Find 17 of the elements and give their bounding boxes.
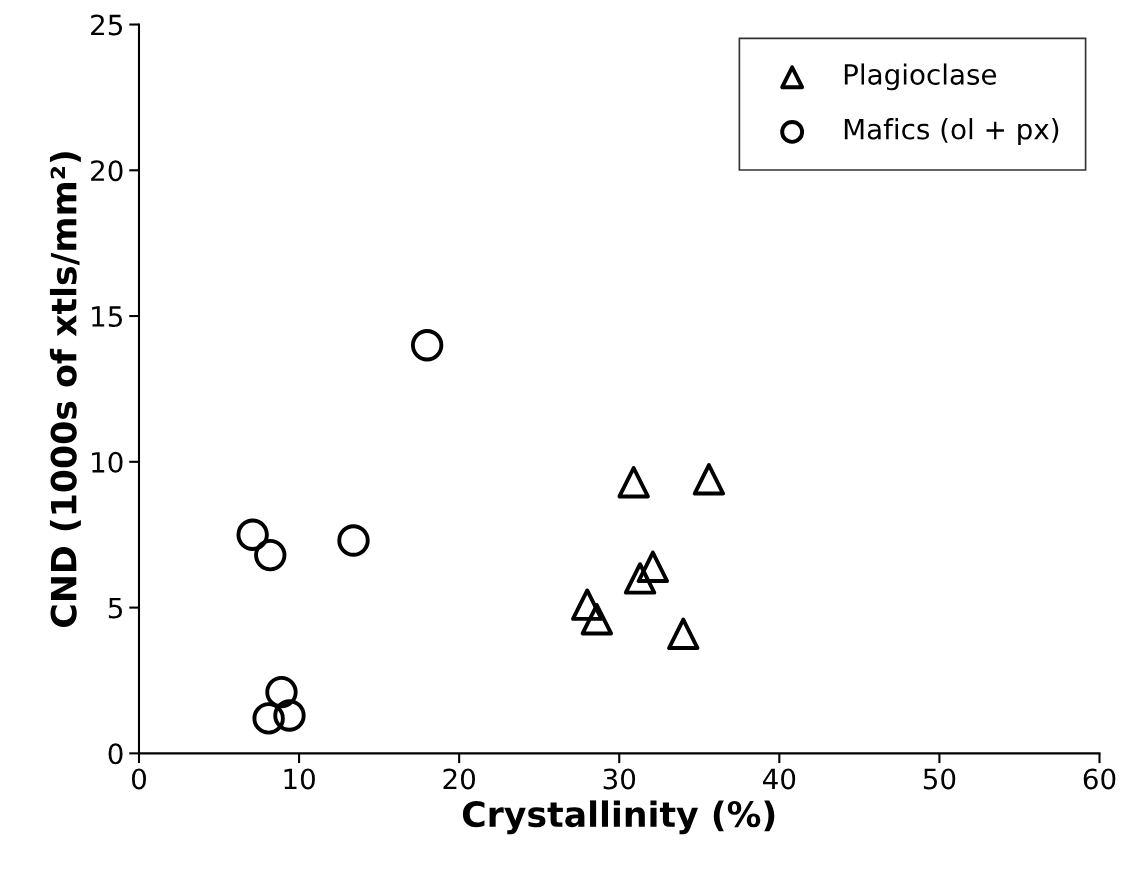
x-tick-label: 50 — [923, 768, 956, 790]
x-axis-title: Crystallinity (%) — [462, 800, 775, 835]
legend-label: Mafics (ol + px) — [844, 118, 1059, 145]
y-tick-label: 5 — [108, 597, 122, 619]
x-tick-label: 60 — [1083, 768, 1116, 790]
y-tick-label: 15 — [92, 306, 122, 328]
legend-label: Plagioclase — [844, 63, 997, 91]
y-tick-label: 25 — [91, 14, 122, 36]
x-tick-label: 40 — [763, 768, 796, 790]
x-tick-label: 10 — [284, 768, 315, 790]
y-tick-label: 10 — [92, 451, 123, 473]
x-tick-label: 30 — [603, 768, 636, 790]
y-axis-title: CND (1000s of xtls/mm²) — [49, 152, 81, 627]
x-tick-label: 20 — [443, 768, 475, 790]
y-tick-label: 20 — [91, 160, 123, 182]
x-tick-label: 0 — [131, 768, 146, 790]
y-tick-label: 0 — [108, 743, 123, 765]
